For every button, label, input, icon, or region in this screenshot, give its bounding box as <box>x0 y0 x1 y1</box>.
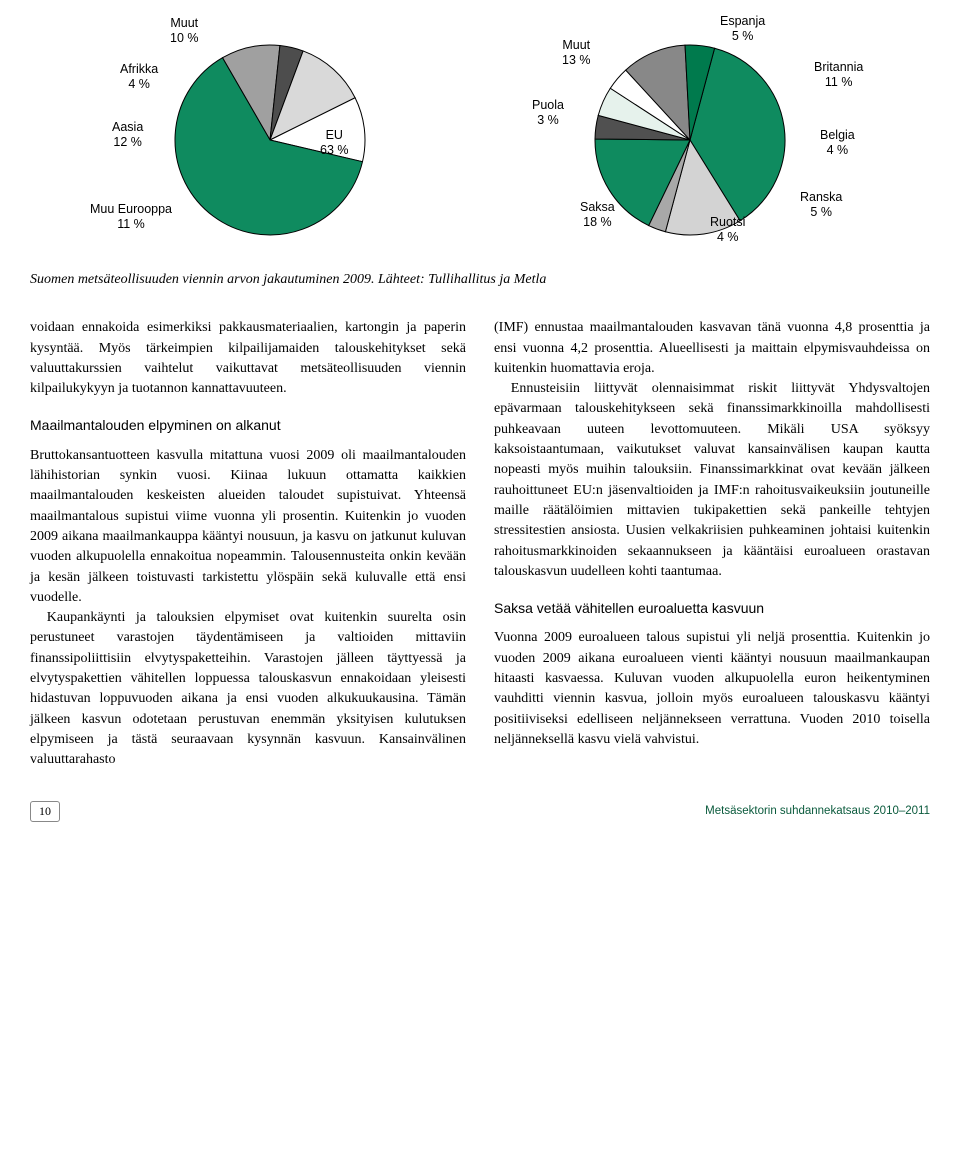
para-4: (IMF) ennustaa maailmantalouden kasvavan… <box>494 318 930 379</box>
footer-title: Metsäsektorin suhdannekatsaus 2010–2011 <box>705 803 930 820</box>
para-2: Bruttokansantuotteen kasvulla mitattuna … <box>30 446 466 608</box>
subhead-2: Saksa vetää vähitellen euroaluetta kasvu… <box>494 598 930 618</box>
figure-caption: Suomen metsäteollisuuden viennin arvon j… <box>30 270 930 290</box>
pie-slice-label: Ranska5 % <box>800 190 842 220</box>
pie-slice-label: Aasia12 % <box>112 120 143 150</box>
body-columns: voidaan ennakoida esimerkiksi pakkausmat… <box>30 318 930 770</box>
subhead-1: Maailmantalouden elpyminen on alkanut <box>30 415 466 435</box>
para-3: Kaupankäynti ja talouksien elpymiset ova… <box>30 608 466 770</box>
pie-slice-label: Muut10 % <box>170 16 199 46</box>
pie-slice-label: Puola3 % <box>532 98 564 128</box>
pie-slice-label: Belgia4 % <box>820 128 855 158</box>
pie-slice-label: Muut13 % <box>562 38 591 68</box>
para-1: voidaan ennakoida esimerkiksi pakkausmat… <box>30 318 466 399</box>
pie-charts-row: Muut10 %Afrikka4 %Aasia12 %Muu Eurooppa1… <box>30 20 930 260</box>
pie-slice-label: Espanja5 % <box>720 14 765 44</box>
pie-slice-label: EU63 % <box>320 128 349 158</box>
pie-chart-left: Muut10 %Afrikka4 %Aasia12 %Muu Eurooppa1… <box>80 20 460 260</box>
page-footer: 10 Metsäsektorin suhdannekatsaus 2010–20… <box>30 801 930 822</box>
para-6: Vuonna 2009 euroalueen talous supistui y… <box>494 628 930 750</box>
pie-slice-label: Ruotsi4 % <box>710 215 745 245</box>
pie-slice-label: Saksa18 % <box>580 200 615 230</box>
pie-chart-right: Muut13 % Puola3 % Saksa18 % Ruotsi4 % Ranska… <box>500 20 880 260</box>
pie-slice-label: Afrikka4 % <box>120 62 158 92</box>
page-number: 10 <box>30 801 60 822</box>
para-5: Ennusteisiin liittyvät olennaisimmat ris… <box>494 379 930 582</box>
pie-slice-label: Britannia11 % <box>814 60 863 90</box>
pie-slice-label: Muu Eurooppa11 % <box>90 202 172 232</box>
